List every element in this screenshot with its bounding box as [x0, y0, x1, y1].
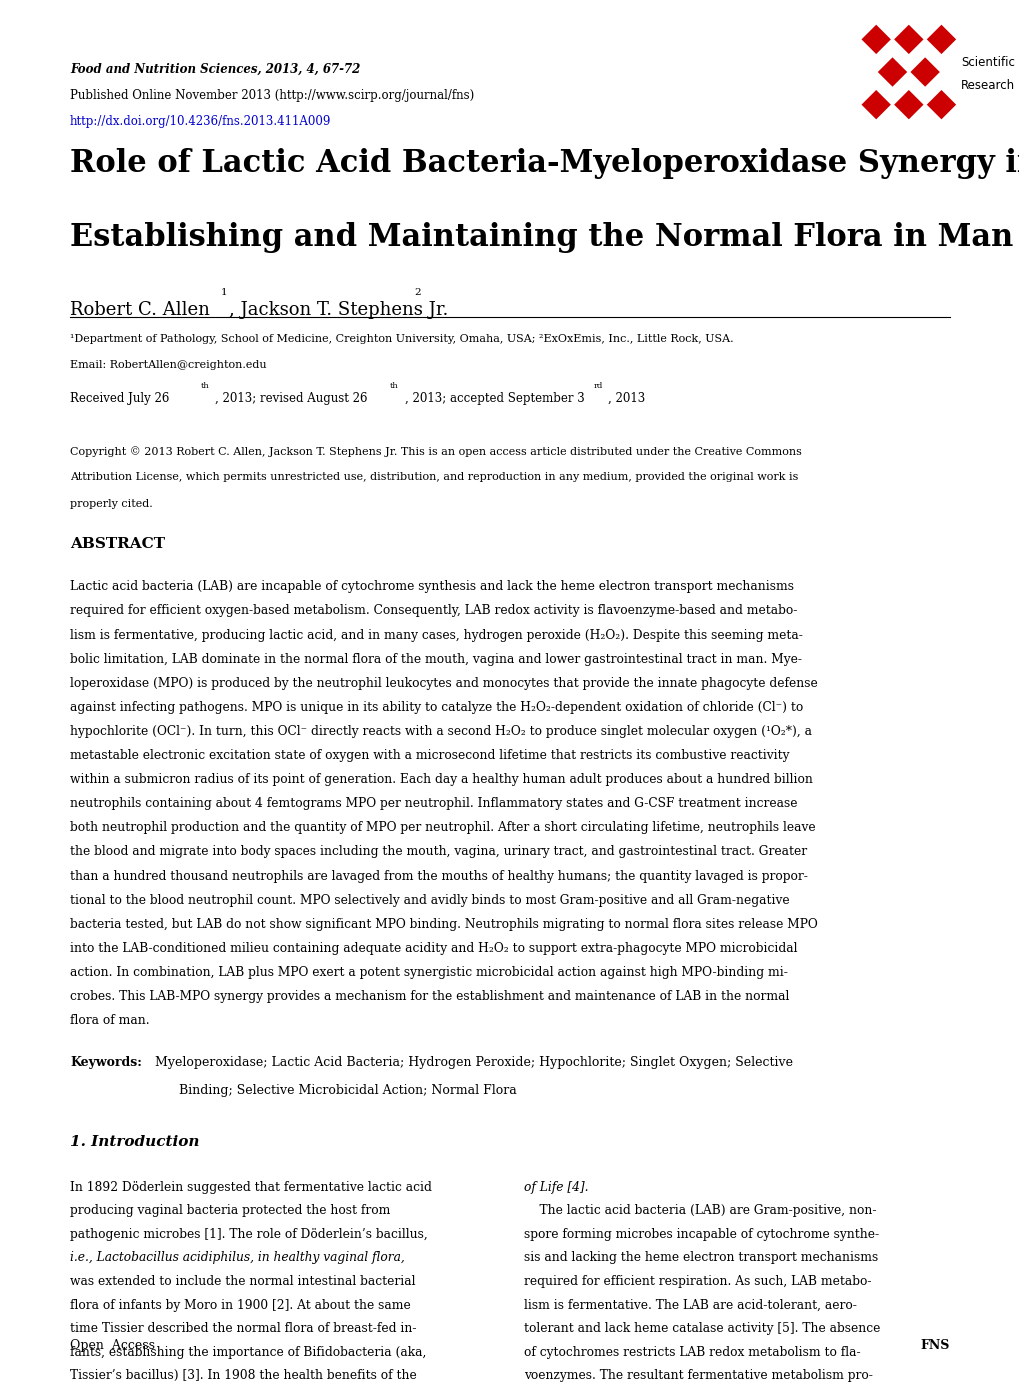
Text: loperoxidase (MPO) is produced by the neutrophil leukocytes and monocytes that p: loperoxidase (MPO) is produced by the ne…: [70, 677, 817, 690]
Text: lism is fermentative. The LAB are acid-tolerant, aero-: lism is fermentative. The LAB are acid-t…: [524, 1299, 856, 1312]
Text: th: th: [390, 382, 398, 391]
Text: th: th: [201, 382, 209, 391]
Text: Tissier’s bacillus) [3]. In 1908 the health benefits of the: Tissier’s bacillus) [3]. In 1908 the hea…: [70, 1370, 417, 1382]
Text: Food and Nutrition Sciences, 2013, 4, 67-72: Food and Nutrition Sciences, 2013, 4, 67…: [70, 62, 360, 75]
Text: than a hundred thousand neutrophils are lavaged from the mouths of healthy human: than a hundred thousand neutrophils are …: [70, 870, 807, 882]
Text: Attribution License, which permits unrestricted use, distribution, and reproduct: Attribution License, which permits unres…: [70, 472, 798, 482]
Text: crobes. This LAB-MPO synergy provides a mechanism for the establishment and main: crobes. This LAB-MPO synergy provides a …: [70, 990, 789, 1003]
Text: both neutrophil production and the quantity of MPO per neutrophil. After a short: both neutrophil production and the quant…: [70, 821, 815, 834]
Text: metastable electronic excitation state of oxygen with a microsecond lifetime tha: metastable electronic excitation state o…: [70, 749, 789, 762]
Text: Lactic acid bacteria (LAB) are incapable of cytochrome synthesis and lack the he: Lactic acid bacteria (LAB) are incapable…: [70, 580, 793, 593]
Text: FNS: FNS: [920, 1339, 949, 1352]
Text: pathogenic microbes [1]. The role of Döderlein’s bacillus,: pathogenic microbes [1]. The role of Död…: [70, 1228, 427, 1241]
Text: rd: rd: [593, 382, 602, 391]
Text: 1: 1: [221, 288, 227, 296]
Text: hypochlorite (OCl⁻). In turn, this OCl⁻ directly reacts with a second H₂O₂ to pr: hypochlorite (OCl⁻). In turn, this OCl⁻ …: [70, 724, 811, 738]
Text: Robert C. Allen: Robert C. Allen: [70, 301, 210, 319]
Text: flora of infants by Moro in 1900 [2]. At about the same: flora of infants by Moro in 1900 [2]. At…: [70, 1299, 411, 1312]
Text: time Tissier described the normal flora of breast-fed in-: time Tissier described the normal flora …: [70, 1323, 416, 1335]
Text: voenzymes. The resultant fermentative metabolism pro-: voenzymes. The resultant fermentative me…: [524, 1370, 872, 1382]
Text: Scientific: Scientific: [960, 55, 1014, 69]
Text: In 1892 Döderlein suggested that fermentative lactic acid: In 1892 Döderlein suggested that ferment…: [70, 1181, 431, 1194]
Text: fants, establishing the importance of Bifidobacteria (aka,: fants, establishing the importance of Bi…: [70, 1346, 426, 1359]
Text: flora of man.: flora of man.: [70, 1014, 150, 1028]
Text: Establishing and Maintaining the Normal Flora in Man: Establishing and Maintaining the Normal …: [70, 222, 1013, 252]
Text: against infecting pathogens. MPO is unique in its ability to catalyze the H₂O₂-d: against infecting pathogens. MPO is uniq…: [70, 701, 803, 713]
Text: i.e., Lactobacillus acidiphilus, in healthy vaginal flora,: i.e., Lactobacillus acidiphilus, in heal…: [70, 1252, 405, 1265]
Text: the blood and migrate into body spaces including the mouth, vagina, urinary trac: the blood and migrate into body spaces i…: [70, 845, 806, 859]
Text: Myeloperoxidase; Lactic Acid Bacteria; Hydrogen Peroxide; Hypochlorite; Singlet : Myeloperoxidase; Lactic Acid Bacteria; H…: [155, 1057, 792, 1069]
Text: Email: RobertAllen@creighton.edu: Email: RobertAllen@creighton.edu: [70, 360, 266, 370]
Text: Open  Access: Open Access: [70, 1339, 155, 1352]
Text: Copyright © 2013 Robert C. Allen, Jackson T. Stephens Jr. This is an open access: Copyright © 2013 Robert C. Allen, Jackso…: [70, 446, 801, 457]
Text: Binding; Selective Microbicidal Action; Normal Flora: Binding; Selective Microbicidal Action; …: [179, 1084, 517, 1097]
Text: tolerant and lack heme catalase activity [5]. The absence: tolerant and lack heme catalase activity…: [524, 1323, 879, 1335]
Text: into the LAB-conditioned milieu containing adequate acidity and H₂O₂ to support : into the LAB-conditioned milieu containi…: [70, 942, 797, 954]
Text: Published Online November 2013 (http://www.scirp.org/journal/fns): Published Online November 2013 (http://w…: [70, 89, 474, 101]
Text: , Jackson T. Stephens Jr.: , Jackson T. Stephens Jr.: [229, 301, 448, 319]
Text: bacteria tested, but LAB do not show significant MPO binding. Neutrophils migrat: bacteria tested, but LAB do not show sig…: [70, 918, 817, 931]
Text: neutrophils containing about 4 femtograms MPO per neutrophil. Inflammatory state: neutrophils containing about 4 femtogram…: [70, 798, 797, 810]
Text: ¹Department of Pathology, School of Medicine, Creighton University, Omaha, USA; : ¹Department of Pathology, School of Medi…: [70, 334, 733, 343]
Text: http://dx.doi.org/10.4236/fns.2013.411A009: http://dx.doi.org/10.4236/fns.2013.411A0…: [70, 115, 331, 127]
Text: producing vaginal bacteria protected the host from: producing vaginal bacteria protected the…: [70, 1205, 390, 1217]
Text: ABSTRACT: ABSTRACT: [70, 537, 165, 551]
Text: sis and lacking the heme electron transport mechanisms: sis and lacking the heme electron transp…: [524, 1252, 877, 1265]
Text: Role of Lactic Acid Bacteria-Myeloperoxidase Synergy in: Role of Lactic Acid Bacteria-Myeloperoxi…: [70, 148, 1019, 179]
Text: The lactic acid bacteria (LAB) are Gram-positive, non-: The lactic acid bacteria (LAB) are Gram-…: [524, 1205, 876, 1217]
Text: bolic limitation, LAB dominate in the normal flora of the mouth, vagina and lowe: bolic limitation, LAB dominate in the no…: [70, 652, 801, 666]
Text: , 2013: , 2013: [607, 392, 644, 404]
Text: was extended to include the normal intestinal bacterial: was extended to include the normal intes…: [70, 1276, 415, 1288]
Text: 1. Introduction: 1. Introduction: [70, 1136, 200, 1150]
Text: , 2013; accepted September 3: , 2013; accepted September 3: [405, 392, 584, 404]
Text: required for efficient oxygen-based metabolism. Consequently, LAB redox activity: required for efficient oxygen-based meta…: [70, 604, 797, 618]
Text: , 2013; revised August 26: , 2013; revised August 26: [215, 392, 367, 404]
Text: tional to the blood neutrophil count. MPO selectively and avidly binds to most G: tional to the blood neutrophil count. MP…: [70, 893, 789, 907]
Text: action. In combination, LAB plus MPO exert a potent synergistic microbicidal act: action. In combination, LAB plus MPO exe…: [70, 965, 787, 979]
Text: Research: Research: [960, 79, 1014, 91]
Text: of Life [4].: of Life [4].: [524, 1181, 588, 1194]
Text: lism is fermentative, producing lactic acid, and in many cases, hydrogen peroxid: lism is fermentative, producing lactic a…: [70, 629, 802, 641]
Text: within a submicron radius of its point of generation. Each day a healthy human a: within a submicron radius of its point o…: [70, 773, 812, 787]
Text: Received July 26: Received July 26: [70, 392, 169, 404]
Text: of cytochromes restricts LAB redox metabolism to fla-: of cytochromes restricts LAB redox metab…: [524, 1346, 860, 1359]
Text: required for efficient respiration. As such, LAB metabo-: required for efficient respiration. As s…: [524, 1276, 871, 1288]
Text: Keywords:: Keywords:: [70, 1057, 142, 1069]
Text: 2: 2: [415, 288, 421, 296]
Text: spore forming microbes incapable of cytochrome synthe-: spore forming microbes incapable of cyto…: [524, 1228, 878, 1241]
Text: properly cited.: properly cited.: [70, 499, 153, 508]
